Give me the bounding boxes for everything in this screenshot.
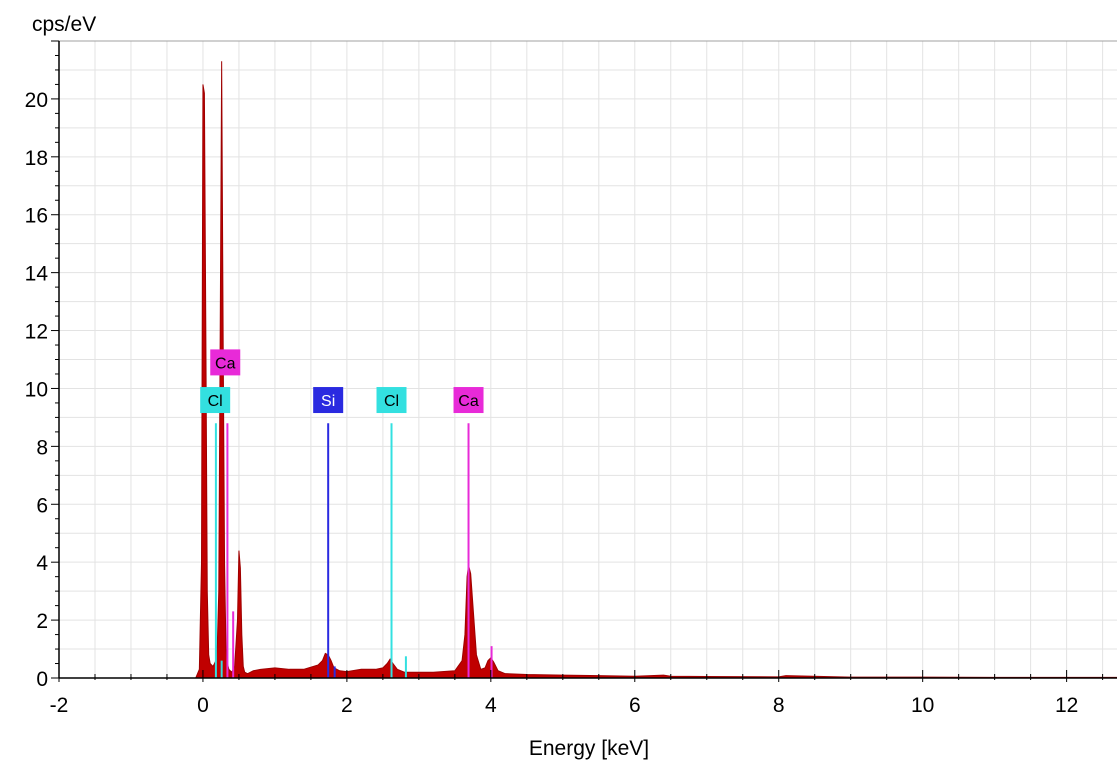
y-tick-label: 18 <box>25 147 48 170</box>
x-tick-label: 0 <box>197 694 209 717</box>
element-label-text: Cl <box>208 393 223 410</box>
element-label-ca: Ca <box>453 387 484 414</box>
y-tick-label: 10 <box>25 378 48 401</box>
x-tick-label: 6 <box>629 694 641 717</box>
x-tick-label: 2 <box>341 694 353 717</box>
y-tick-label: 14 <box>25 263 49 286</box>
x-tick-label: -2 <box>50 694 69 717</box>
x-tick-label: 10 <box>911 694 934 717</box>
x-tick-label: 12 <box>1055 694 1078 717</box>
y-tick-label: 0 <box>36 668 48 691</box>
element-label-text: Ca <box>215 355 236 372</box>
y-tick-label: 2 <box>36 610 48 633</box>
element-label-text: Cl <box>384 393 399 410</box>
y-axis-title: cps/eV <box>32 13 96 36</box>
grid <box>58 40 1117 678</box>
element-label-ca: Ca <box>210 349 241 376</box>
element-label-cl: Cl <box>200 387 231 414</box>
element-label-si: Si <box>313 387 344 414</box>
element-label-text: Ca <box>458 393 479 410</box>
y-tick-label: 6 <box>36 494 48 517</box>
element-lines-layer <box>214 423 493 678</box>
x-axis-title: Energy [keV] <box>529 737 649 760</box>
x-tick-label: 8 <box>773 694 785 717</box>
y-tick-label: 16 <box>25 205 48 228</box>
y-tick-label: 20 <box>25 89 48 112</box>
spectrum-area <box>195 61 1117 679</box>
element-labels-layer: Ca Cl Si Cl Ca <box>200 349 484 414</box>
element-label-box <box>313 387 344 414</box>
element-label-box <box>376 387 407 414</box>
spectrum-layer <box>195 61 1117 679</box>
element-label-box <box>210 349 241 376</box>
element-label-cl: Cl <box>376 387 407 414</box>
y-tick-label: 12 <box>25 321 48 344</box>
element-label-text: Si <box>321 393 335 410</box>
y-tick-label: 4 <box>36 552 48 575</box>
element-label-box <box>200 387 231 414</box>
element-label-box <box>453 387 484 414</box>
x-tick-label: 4 <box>485 694 497 717</box>
y-tick-label: 8 <box>36 436 48 459</box>
